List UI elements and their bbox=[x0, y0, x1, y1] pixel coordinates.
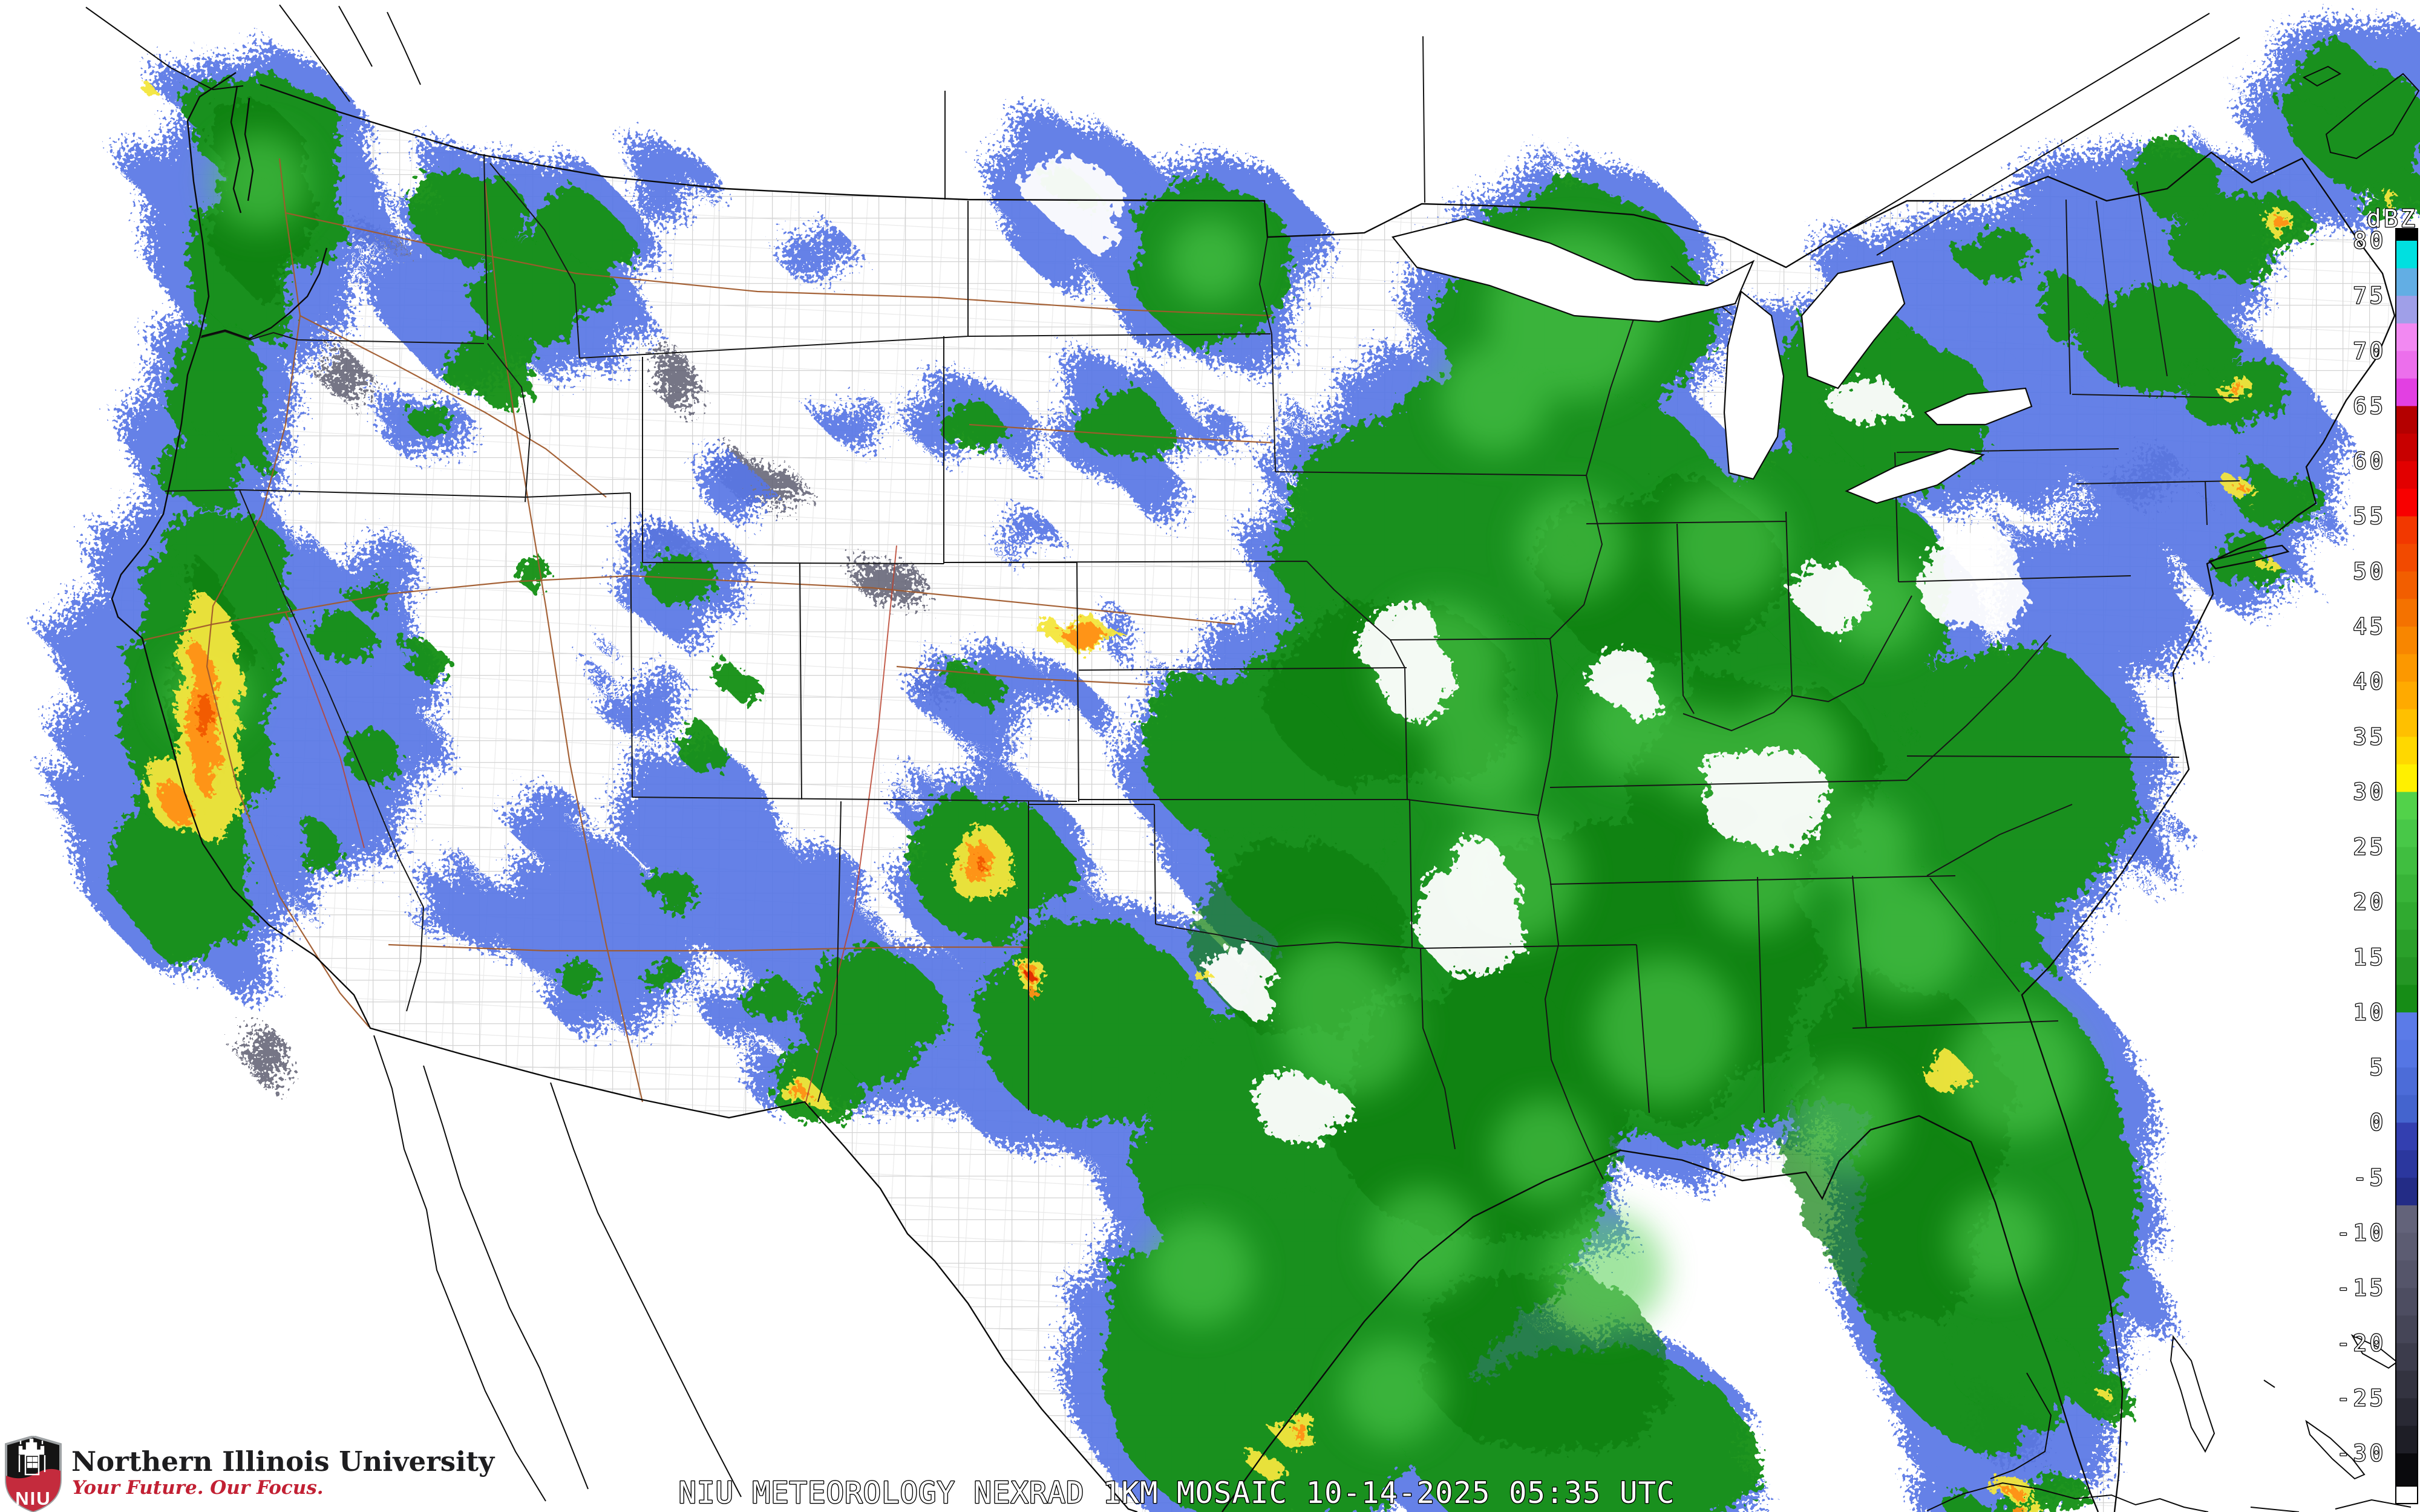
colorbar-segment bbox=[2396, 1205, 2418, 1234]
colorbar-tick-label: 25 bbox=[2353, 834, 2386, 860]
colorbar-segment bbox=[2396, 1233, 2418, 1262]
colorbar-segment bbox=[2396, 764, 2418, 793]
colorbar-segment bbox=[2396, 351, 2418, 379]
colorbar-segment bbox=[2396, 1426, 2418, 1455]
colorbar-segment bbox=[2396, 1095, 2418, 1124]
colorbar-segment bbox=[2396, 269, 2418, 297]
colorbar-segment bbox=[2396, 930, 2418, 958]
colorbar-tick-label: 15 bbox=[2353, 944, 2386, 970]
colorbar-segment bbox=[2396, 1453, 2418, 1486]
colorbar-tick-label: 50 bbox=[2353, 558, 2386, 584]
colorbar-segment bbox=[2396, 406, 2418, 434]
colorbar-tick-label: 60 bbox=[2353, 448, 2386, 474]
colorbar-tick-label: 55 bbox=[2353, 503, 2386, 529]
colorbar-tick-label: 65 bbox=[2353, 393, 2386, 419]
product-caption: NIU METEOROLOGY NEXRAD 1KM MOSAIC 10-14-… bbox=[678, 1476, 1675, 1510]
colorbar-segment bbox=[2396, 820, 2418, 848]
colorbar-segment bbox=[2396, 1012, 2418, 1041]
colorbar-segment bbox=[2396, 1260, 2418, 1289]
colorbar-segment bbox=[2396, 654, 2418, 683]
niu-shield-icon: NIU bbox=[6, 1432, 60, 1511]
university-name: Northern Illinois University bbox=[71, 1445, 495, 1478]
colorbar-segment bbox=[2396, 682, 2418, 710]
colorbar-segment bbox=[2396, 875, 2418, 903]
colorbar-segment bbox=[2396, 1178, 2418, 1206]
colorbar-segment bbox=[2396, 985, 2418, 1013]
colorbar-segment bbox=[2396, 1486, 2418, 1504]
colorbar-segment bbox=[2396, 737, 2418, 765]
colorbar-segment bbox=[2396, 792, 2418, 820]
colorbar-tick-label: 30 bbox=[2353, 779, 2386, 805]
colorbar-segment bbox=[2396, 296, 2418, 324]
colorbar-segment bbox=[2396, 599, 2418, 627]
colorbar-segment bbox=[2396, 379, 2418, 407]
colorbar-tick-label: -10 bbox=[2337, 1220, 2386, 1246]
colorbar-segment bbox=[2396, 1343, 2418, 1372]
university-tagline: Your Future. Our Focus. bbox=[72, 1477, 324, 1499]
colorbar-segment bbox=[2396, 241, 2418, 269]
colorbar-segment bbox=[2396, 324, 2418, 352]
colorbar-segment bbox=[2396, 516, 2418, 545]
colorbar-tick-label: 20 bbox=[2353, 889, 2386, 915]
colorbar-segment bbox=[2396, 957, 2418, 986]
colorbar-segment bbox=[2396, 1370, 2418, 1399]
colorbar-segment bbox=[2396, 902, 2418, 931]
colorbar-segment bbox=[2396, 1067, 2418, 1096]
nexrad-map: 80757065605550454035302520151050-5-10-15… bbox=[0, 0, 2420, 1512]
colorbar-segment bbox=[2396, 1150, 2418, 1179]
colorbar-tick-label: 10 bbox=[2353, 999, 2386, 1025]
colorbar-segment bbox=[2396, 847, 2418, 876]
niu-shield-text: NIU bbox=[15, 1488, 51, 1509]
colorbar-segment bbox=[2396, 489, 2418, 517]
colorbar-tick-label: -5 bbox=[2353, 1165, 2386, 1191]
colorbar-tick-label: -15 bbox=[2337, 1275, 2386, 1301]
colorbar-tick-label: -20 bbox=[2337, 1330, 2386, 1356]
colorbar-segment bbox=[2396, 434, 2418, 462]
colorbar-segment bbox=[2396, 461, 2418, 490]
colorbar-tick-label: 75 bbox=[2353, 283, 2386, 309]
colorbar-tick-label: 0 bbox=[2370, 1110, 2386, 1136]
colorbar-tick-label: 5 bbox=[2370, 1055, 2386, 1081]
colorbar-tick-label: 40 bbox=[2353, 669, 2386, 695]
colorbar-segment bbox=[2396, 572, 2418, 600]
colorbar-segment bbox=[2396, 1315, 2418, 1344]
colorbar-tick-label: -30 bbox=[2337, 1441, 2386, 1467]
colorbar-segment bbox=[2396, 1398, 2418, 1427]
colorbar-segment bbox=[2396, 627, 2418, 655]
colorbar-segment bbox=[2396, 1040, 2418, 1069]
colorbar-tick-label: 45 bbox=[2353, 613, 2386, 639]
colorbar-tick-label: -25 bbox=[2337, 1385, 2386, 1411]
colorbar-segment bbox=[2396, 1123, 2418, 1151]
colorbar-tick-label: 70 bbox=[2353, 338, 2386, 364]
radar-mosaic-screenshot: 80757065605550454035302520151050-5-10-15… bbox=[0, 0, 2420, 1512]
colorbar-tick-label: 35 bbox=[2353, 724, 2386, 750]
colorbar-segment bbox=[2396, 1288, 2418, 1317]
colorbar-segment bbox=[2396, 544, 2418, 572]
colorbar-segment bbox=[2396, 709, 2418, 738]
colorbar-title: dBZ bbox=[2367, 205, 2418, 233]
